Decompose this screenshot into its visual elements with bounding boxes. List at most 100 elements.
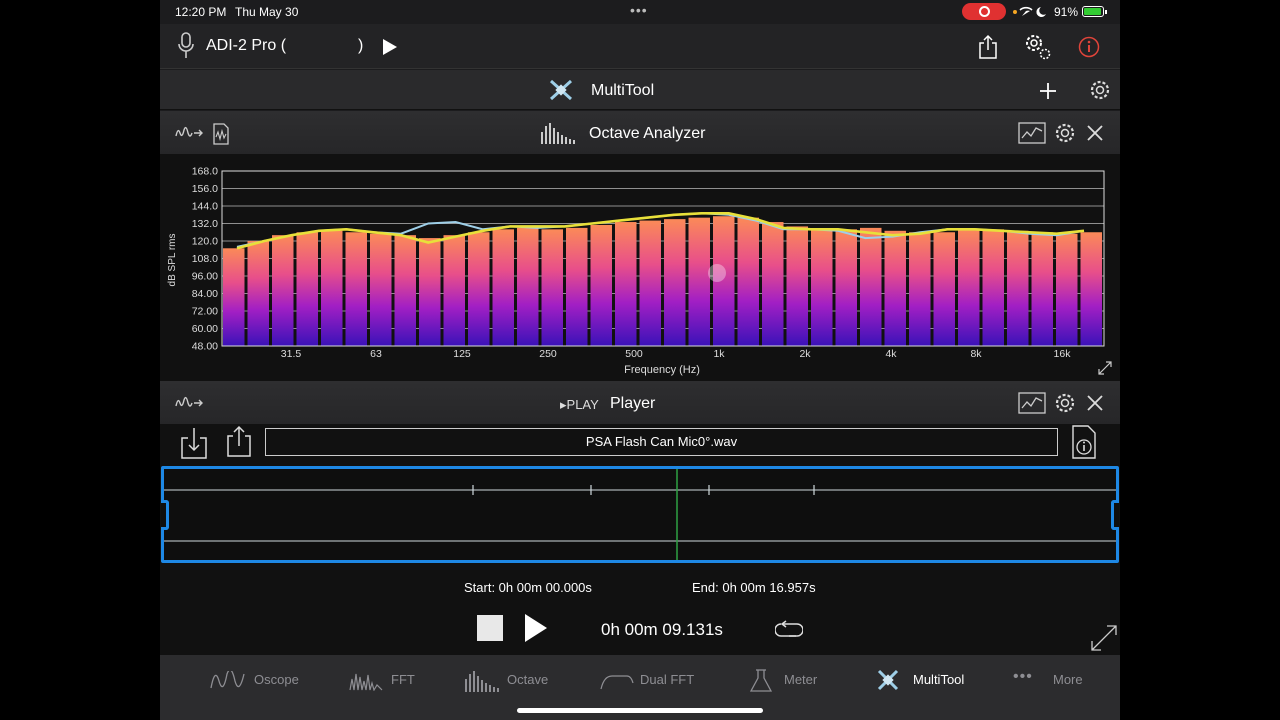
octave-bar <box>566 227 588 346</box>
import-icon[interactable] <box>180 426 208 460</box>
y-tick-label: 84.00 <box>192 288 218 300</box>
octave-bar <box>713 216 735 346</box>
octave-bars-icon <box>541 123 575 144</box>
playback-position: 0h 00m 09.131s <box>601 620 723 639</box>
player-title: Player <box>610 395 656 412</box>
octave-bar <box>541 229 563 346</box>
more-dots-icon: ••• <box>1013 668 1033 685</box>
status-time: 12:20 PM <box>175 5 227 19</box>
x-tick-label: 125 <box>453 348 471 360</box>
signal-routing-icon[interactable] <box>175 396 203 410</box>
x-tick-label: 4k <box>885 348 897 360</box>
x-tick-label: 16k <box>1054 348 1072 360</box>
x-tick-label: 31.5 <box>281 348 302 360</box>
waveform-file-icon[interactable] <box>212 123 230 145</box>
octave-bar <box>688 217 710 346</box>
tab-label: FFT <box>391 672 415 687</box>
multitask-dots-icon[interactable]: ••• <box>630 2 648 18</box>
octave-bar <box>737 217 759 346</box>
screen-record-icon[interactable] <box>962 3 1006 20</box>
status-date: Thu May 30 <box>235 5 299 19</box>
selection-handle-right[interactable] <box>1111 500 1119 530</box>
wifi-icon <box>1013 6 1046 17</box>
octave-bar <box>296 232 318 346</box>
selection-handle-left[interactable] <box>161 500 169 530</box>
file-name-field[interactable]: PSA Flash Can Mic0°.wav <box>265 428 1058 456</box>
gear-icon[interactable] <box>1089 79 1111 101</box>
octave-bar <box>419 238 441 346</box>
octave-bar <box>443 235 465 346</box>
octave-bar <box>492 229 514 346</box>
y-tick-label: 168.0 <box>192 166 218 178</box>
start-time: Start: 0h 00m 00.000s <box>464 580 592 595</box>
tab-label: More <box>1053 672 1083 687</box>
info-icon[interactable] <box>1078 36 1100 58</box>
tab-label: Oscope <box>254 672 299 687</box>
waveform-selection[interactable] <box>161 466 1119 563</box>
tab-label: Dual FFT <box>640 672 695 687</box>
tab-label: MultiTool <box>913 672 965 687</box>
file-info-icon[interactable] <box>1071 425 1097 459</box>
y-tick-label: 120.0 <box>192 236 218 248</box>
status-bar: 12:20 PM Thu May 30 ••• 91% <box>160 0 1120 24</box>
top-header: ADI-2 Pro ( ) <box>160 24 1120 69</box>
multitool-icon <box>877 669 899 691</box>
home-indicator[interactable] <box>517 708 763 713</box>
loop-icon[interactable] <box>775 620 803 640</box>
octave-title: Octave Analyzer <box>589 125 706 142</box>
x-tick-label: 63 <box>370 348 382 360</box>
octave-bar <box>1080 232 1102 346</box>
stop-button[interactable] <box>477 615 503 641</box>
player-area: PSA Flash Can Mic0°.wav Start: 0h 00m 00… <box>160 424 1120 655</box>
add-icon[interactable] <box>1039 82 1057 100</box>
y-tick-label: 144.0 <box>192 201 218 213</box>
fft-icon <box>349 673 383 691</box>
graph-view-icon[interactable] <box>1018 122 1046 144</box>
y-tick-label: 96.00 <box>192 271 218 283</box>
player-module-header: ▸PLAY Player <box>160 381 1120 425</box>
microphone-icon[interactable] <box>178 32 194 60</box>
octave-bar <box>958 229 980 346</box>
share-icon[interactable] <box>978 34 998 60</box>
device-name[interactable]: ADI-2 Pro ( <box>206 37 287 54</box>
x-tick-label: 500 <box>625 348 643 360</box>
x-tick-label: 2k <box>799 348 811 360</box>
octave-bar <box>370 233 392 346</box>
series-line <box>236 212 1085 250</box>
octave-bar <box>639 220 661 346</box>
share-icon[interactable] <box>226 424 252 458</box>
y-tick-label: 156.0 <box>192 183 218 195</box>
octave-bar <box>321 230 343 346</box>
gear-icon[interactable] <box>1054 122 1076 144</box>
app-window: 12:20 PM Thu May 30 ••• 91% ADI-2 Pro ( … <box>160 0 1120 720</box>
y-tick-label: 108.0 <box>192 253 218 265</box>
octave-bar <box>345 232 367 346</box>
expand-icon[interactable] <box>1098 361 1112 375</box>
octave-bar <box>860 227 882 346</box>
octave-bars-icon <box>465 671 499 692</box>
close-icon[interactable] <box>1087 125 1103 141</box>
y-tick-label: 48.00 <box>192 341 218 353</box>
y-tick-label: 132.0 <box>192 218 218 230</box>
play-tag: ▸PLAY <box>560 397 599 412</box>
octave-chart[interactable]: 168.0 156.0 144.0 132.0 120.0 108.0 96.00 84.00… <box>160 154 1120 382</box>
signal-routing-icon[interactable] <box>175 126 203 140</box>
x-tick-label: 250 <box>539 348 557 360</box>
expand-icon[interactable] <box>1090 624 1118 652</box>
close-icon[interactable] <box>1087 395 1103 411</box>
play-icon[interactable] <box>382 38 398 56</box>
graph-view-icon[interactable] <box>1018 392 1046 414</box>
octave-bar <box>1031 232 1053 346</box>
tab-label: Meter <box>784 672 818 687</box>
octave-bar <box>1056 233 1078 346</box>
settings-gears-icon[interactable] <box>1023 32 1053 62</box>
octave-bar <box>982 229 1004 346</box>
octave-bar <box>272 235 294 346</box>
octave-bar <box>909 232 931 346</box>
touch-indicator <box>708 264 726 282</box>
play-button[interactable] <box>524 613 548 643</box>
battery-percentage: 91% <box>1054 5 1079 19</box>
octave-bar <box>615 222 637 346</box>
gear-icon[interactable] <box>1054 392 1076 414</box>
oscope-icon <box>210 671 245 689</box>
